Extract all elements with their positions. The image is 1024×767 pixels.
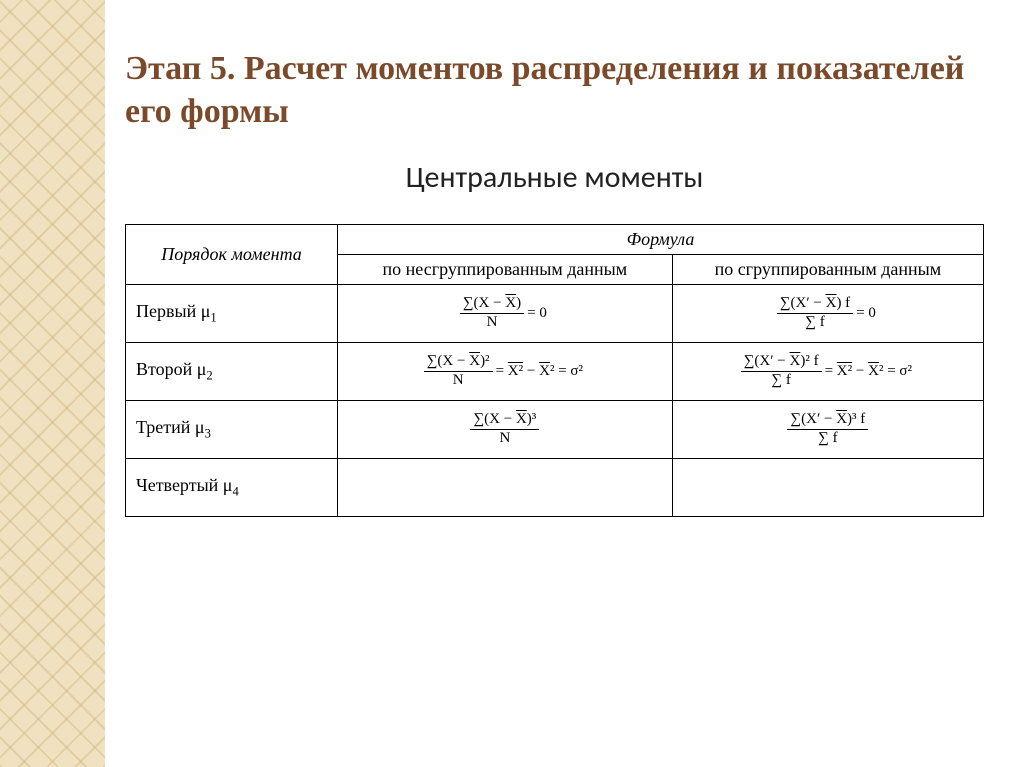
formula-ungrouped: ∑(X − X)N = 0 xyxy=(338,285,673,343)
formula-ungrouped: ∑(X − X)²N = X² − X² = σ² xyxy=(338,343,673,401)
formula-ungrouped: ∑(X − X)³N xyxy=(338,401,673,459)
th-grouped: по сгруппированным данным xyxy=(672,255,983,285)
slide-content: Этап 5. Расчет моментов распределения и … xyxy=(125,48,984,517)
th-formula: Формула xyxy=(338,225,984,255)
table-row: Третий μ3∑(X − X)³N∑(X′ − X)³ f∑ f xyxy=(126,401,984,459)
row-label: Второй μ2 xyxy=(126,343,338,401)
row-label: Четвертый μ4 xyxy=(126,459,338,517)
table-row: Второй μ2∑(X − X)²N = X² − X² = σ²∑(X′ −… xyxy=(126,343,984,401)
th-ungrouped: по несгруппированным данным xyxy=(338,255,673,285)
th-order: Порядок момента xyxy=(126,225,338,285)
formula-grouped xyxy=(672,459,983,517)
formula-grouped: ∑(X′ − X)³ f∑ f xyxy=(672,401,983,459)
table-row: Четвертый μ4 xyxy=(126,459,984,517)
formula-grouped: ∑(X′ − X)² f∑ f = X² − X² = σ² xyxy=(672,343,983,401)
slide-title: Этап 5. Расчет моментов распределения и … xyxy=(125,48,984,133)
table-body: Первый μ1∑(X − X)N = 0∑(X′ − X) f∑ f = 0… xyxy=(126,285,984,517)
formula-ungrouped xyxy=(338,459,673,517)
row-label: Третий μ3 xyxy=(126,401,338,459)
slide-subtitle: Центральные моменты xyxy=(125,159,984,196)
table-row: Первый μ1∑(X − X)N = 0∑(X′ − X) f∑ f = 0 xyxy=(126,285,984,343)
moments-table: Порядок момента Формула по несгруппирова… xyxy=(125,224,984,517)
formula-grouped: ∑(X′ − X) f∑ f = 0 xyxy=(672,285,983,343)
decorative-sidebar xyxy=(0,0,105,767)
row-label: Первый μ1 xyxy=(126,285,338,343)
